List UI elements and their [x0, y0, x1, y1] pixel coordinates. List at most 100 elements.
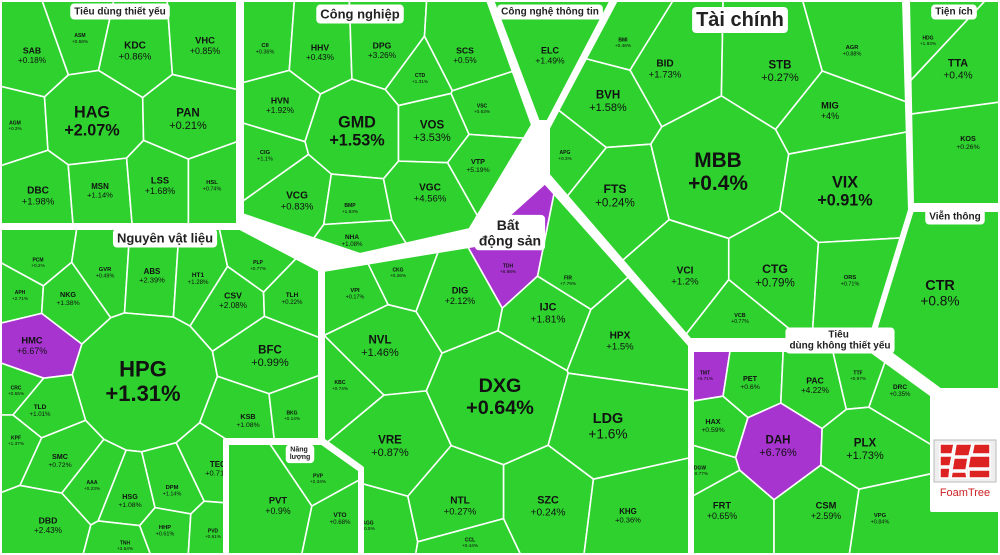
ticker: DIG: [452, 286, 469, 296]
title-background: [692, 7, 788, 33]
ticker: VIX: [832, 174, 858, 192]
change-label: +1.46%: [361, 347, 399, 359]
change-label: +0.5%: [453, 56, 476, 65]
change-label: +3.53%: [413, 132, 451, 144]
change-label: +0.5%: [361, 526, 375, 532]
ticker: VCG: [286, 190, 308, 201]
ticker: ASM: [74, 33, 85, 39]
ticker: APH: [15, 290, 26, 296]
ticker: SCS: [456, 46, 474, 56]
change-label: +1.2%: [671, 277, 699, 288]
ticker: BKG: [286, 410, 297, 416]
change-label: +0.27%: [761, 72, 799, 84]
ticker: HVN: [271, 96, 289, 106]
change-label: +1.73%: [846, 450, 884, 462]
ticker: PAN: [176, 107, 199, 119]
change-label: +0.91%: [817, 191, 872, 209]
ticker: PVD: [208, 528, 219, 534]
ticker: VRE: [378, 434, 402, 446]
change-label: +1.98%: [22, 197, 55, 208]
change-label: +7.79%: [560, 281, 577, 287]
change-label: +0.85%: [190, 46, 220, 56]
change-label: +0.44%: [462, 543, 479, 549]
ticker: APG: [560, 150, 571, 156]
change-label: +1.28%: [188, 279, 210, 286]
ticker: MIG: [821, 101, 839, 111]
ticker: NKG: [60, 290, 76, 299]
logo-text: FoamTree: [940, 487, 990, 499]
group-outline: [690, 348, 1000, 555]
change-label: +0.71%: [841, 281, 860, 287]
ticker: PLX: [854, 437, 877, 449]
change-label: +1.6%: [588, 427, 627, 442]
change-label: +1.58%: [589, 102, 627, 114]
change-label: +0.88%: [843, 51, 862, 57]
change-label: +0.35%: [890, 391, 912, 398]
change-label: +0.83%: [281, 202, 314, 213]
change-label: +0.63%: [474, 109, 491, 115]
ticker: HDG: [922, 35, 933, 41]
change-label: +0.23%: [84, 486, 101, 492]
ticker: DPG: [373, 41, 392, 51]
group-title: Năng lượng: [290, 446, 311, 461]
ticker: GVR: [99, 267, 112, 273]
ticker: CRC: [11, 385, 22, 391]
change-label: +0.3%: [8, 126, 22, 132]
ticker: CII: [261, 43, 269, 49]
group-title: Viễn thông: [929, 210, 980, 223]
change-label: +0.17%: [346, 294, 365, 300]
title-background: [925, 207, 985, 225]
ticker: CSM: [816, 501, 837, 511]
change-label: +0.68%: [330, 519, 352, 526]
change-label: +2.12%: [445, 296, 475, 306]
ticker: IJC: [540, 301, 557, 313]
ticker: TLD: [34, 404, 47, 411]
ticker: CTD: [415, 73, 426, 79]
group-title: Bất động sản: [479, 217, 541, 248]
logo: FoamTree: [933, 439, 997, 499]
ticker: FIR: [564, 275, 572, 281]
ticker: NTL: [450, 495, 470, 506]
group-title: Tài chính: [696, 9, 784, 31]
cell: [312, 219, 408, 256]
group-title: Tiêu dùng thiết yếu: [74, 6, 165, 18]
change-label: +2.07%: [64, 121, 119, 139]
change-label: +1.92%: [266, 106, 294, 115]
group-title: Tiện ích: [935, 7, 973, 18]
change-label: +1.14%: [87, 191, 113, 200]
ticker: AGM: [9, 120, 21, 126]
change-label: +1.49%: [535, 56, 565, 66]
change-label: +2.59%: [811, 511, 841, 521]
change-label: +0.3%: [558, 156, 572, 162]
ticker: AGR: [846, 45, 860, 51]
ticker: VPG: [874, 513, 887, 519]
change-label: +0.2%: [31, 263, 45, 269]
ticker: PET: [743, 374, 758, 383]
change-label: +1.81%: [530, 314, 565, 325]
cell: [909, 101, 1000, 206]
ticker: CTG: [762, 262, 788, 276]
ticker: KSB: [240, 412, 255, 421]
ticker: HSL: [206, 180, 218, 186]
change-label: +0.65%: [707, 511, 737, 521]
title-background: [285, 444, 315, 464]
ticker: ORS: [844, 275, 857, 281]
ticker: ABS: [144, 267, 161, 276]
ticker: TMT: [700, 370, 710, 376]
ticker: VCB: [734, 313, 745, 319]
change-label: +0.24%: [530, 507, 565, 518]
change-label: +0.74%: [203, 186, 222, 192]
change-label: +2.71%: [12, 296, 29, 302]
group-outline: [490, 0, 614, 124]
ticker: VHC: [195, 36, 215, 46]
logo-icon: [939, 443, 991, 479]
group-outline: [240, 0, 535, 257]
ticker: VCI: [677, 265, 694, 276]
ticker: MSN: [91, 182, 109, 191]
change-label: +1.93%: [920, 41, 937, 47]
ticker: CKG: [392, 267, 403, 273]
ticker: GMD: [338, 114, 376, 132]
change-label: +1.01%: [30, 411, 52, 418]
title-background: [316, 4, 404, 24]
